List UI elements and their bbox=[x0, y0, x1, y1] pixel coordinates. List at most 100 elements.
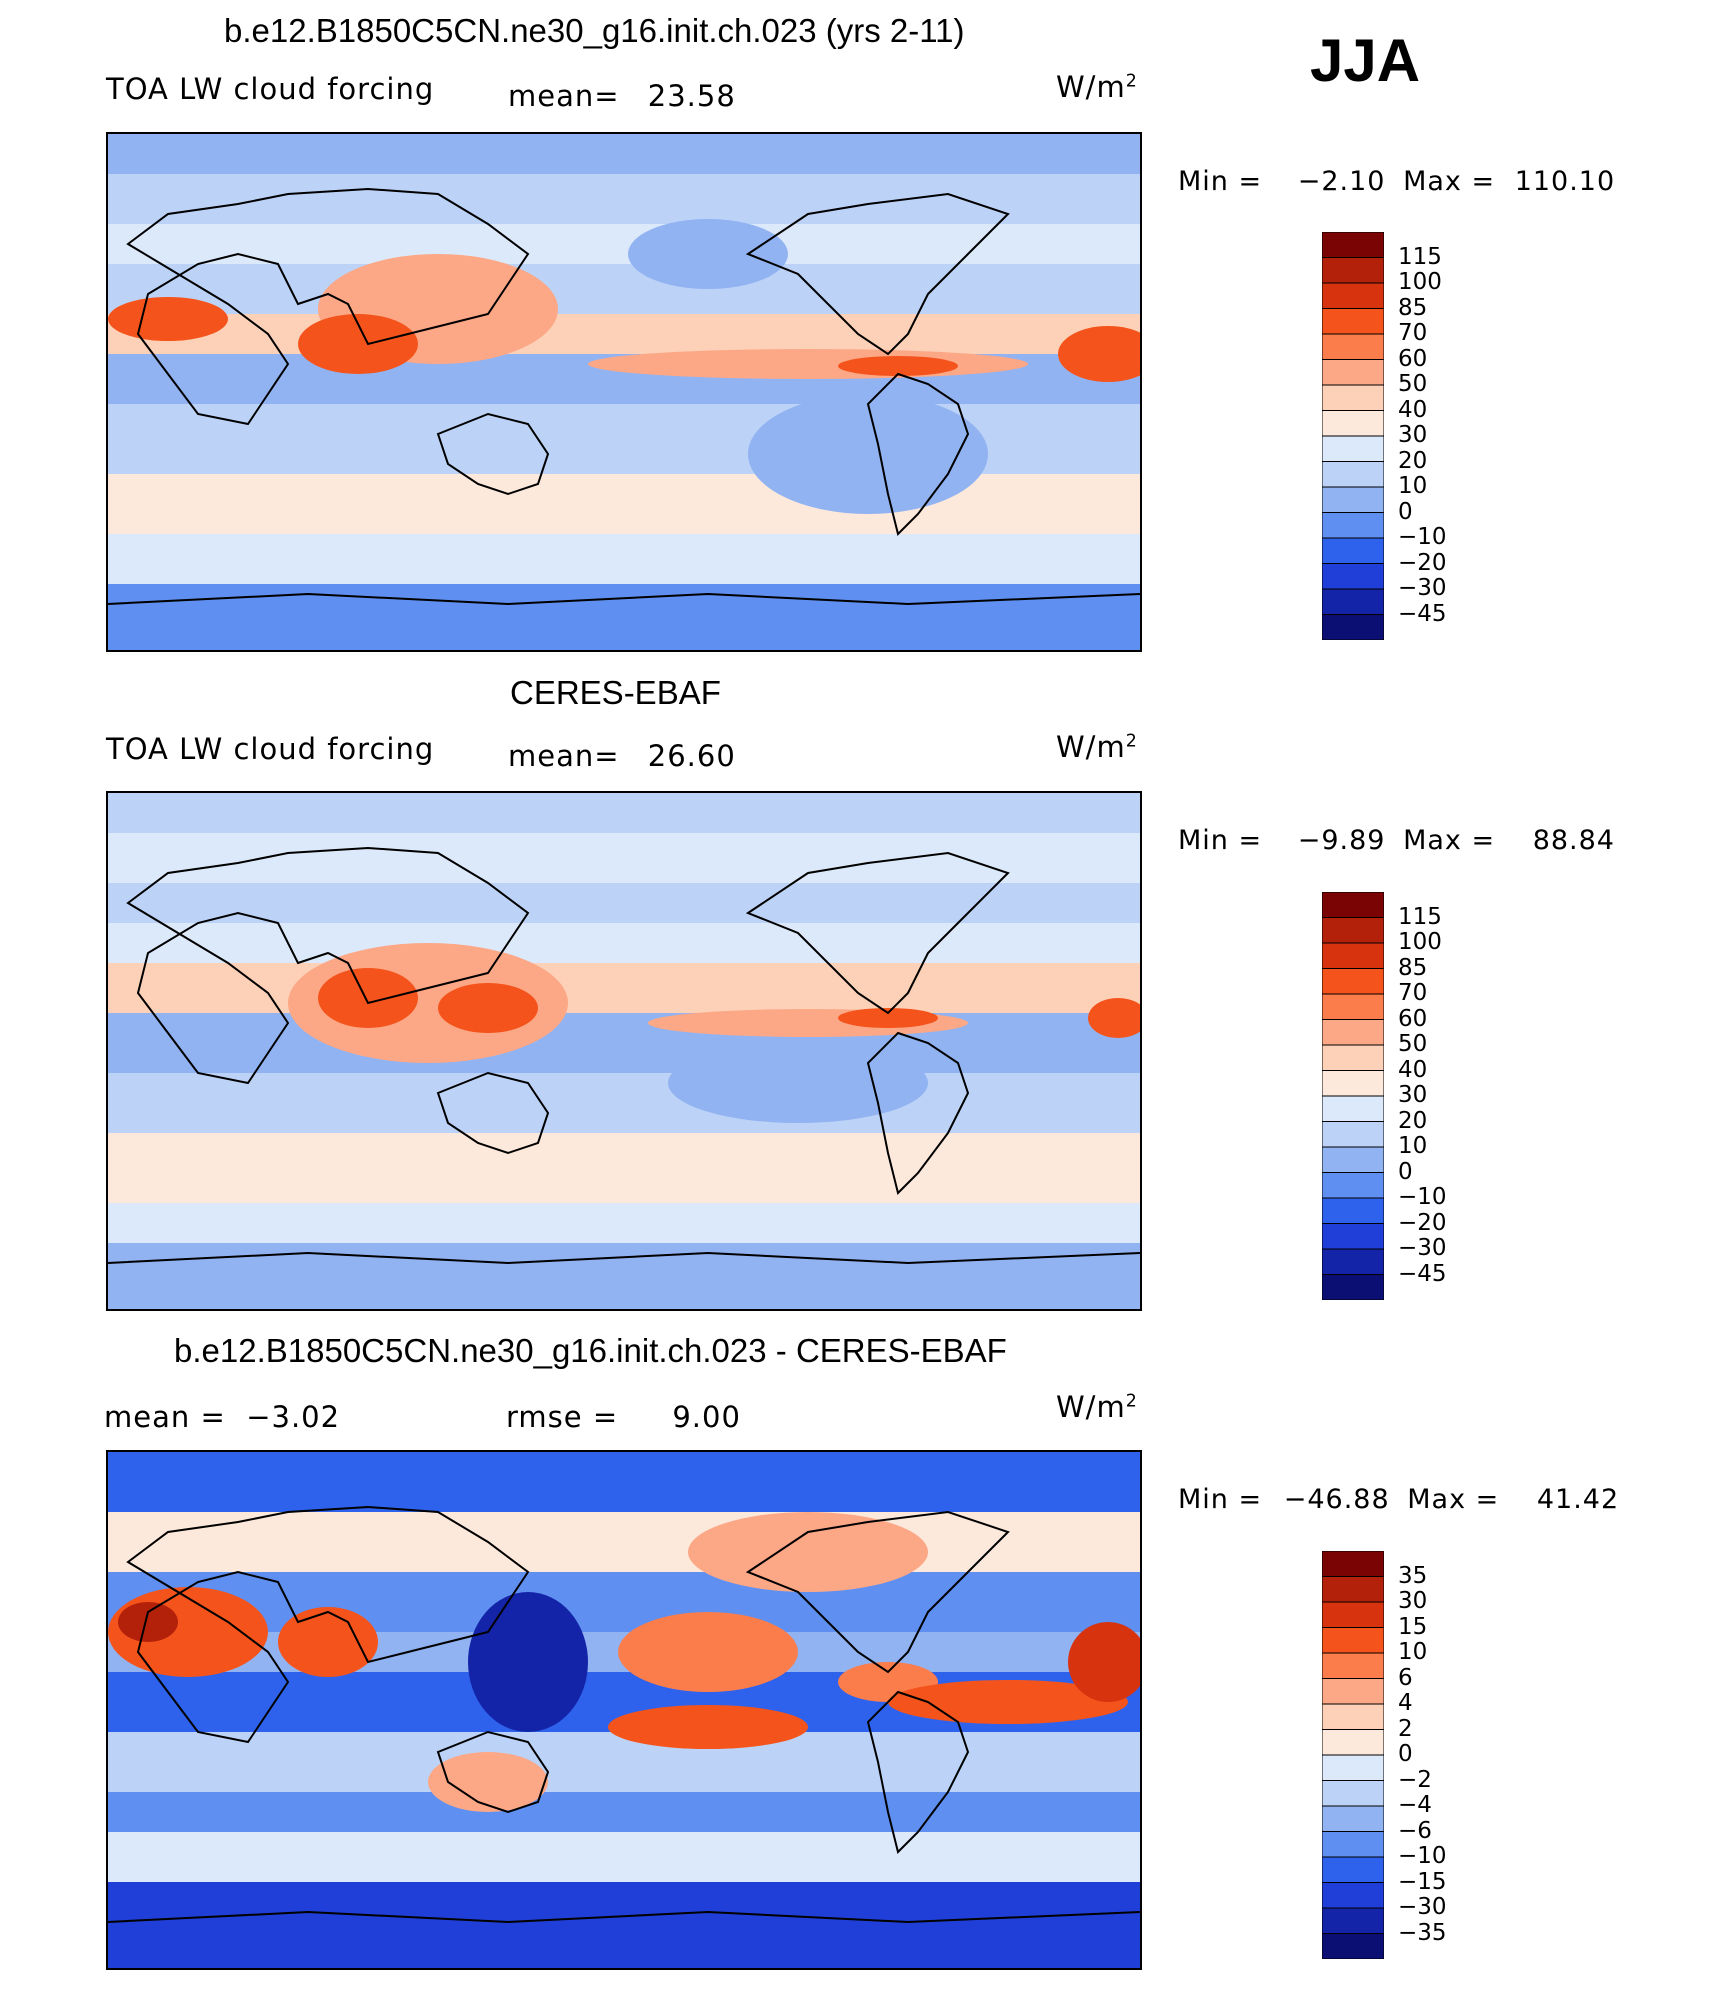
colorbar-swatch bbox=[1322, 1805, 1384, 1832]
panel-3-colorbar-swatches bbox=[1322, 1551, 1384, 1959]
panel-3-max-value: 41.42 bbox=[1536, 1484, 1620, 1515]
land-outline bbox=[108, 187, 1140, 606]
colorbar-swatch bbox=[1322, 1703, 1384, 1730]
colorbar-swatch bbox=[1322, 588, 1384, 615]
map-feature bbox=[468, 1592, 588, 1732]
map-feature bbox=[278, 1607, 378, 1677]
colorbar-tick-label: 10 bbox=[1398, 1133, 1428, 1159]
colorbar-swatch bbox=[1322, 993, 1384, 1020]
colorbar-tick-label: −45 bbox=[1398, 600, 1447, 627]
map-feature bbox=[628, 219, 788, 289]
map-band bbox=[108, 1792, 1140, 1832]
colorbar-swatch bbox=[1322, 1197, 1384, 1224]
colorbar-swatch bbox=[1322, 410, 1384, 437]
colorbar-swatch bbox=[1322, 1172, 1384, 1199]
colorbar-tick-label: 100 bbox=[1398, 929, 1442, 955]
colorbar-tick-label: 20 bbox=[1398, 1107, 1428, 1134]
map-band bbox=[108, 134, 1140, 174]
panel-1-variable-label: TOA LW cloud forcing bbox=[106, 72, 435, 106]
colorbar-tick-label: −4 bbox=[1398, 1792, 1432, 1818]
panel-2-colorbar-swatches bbox=[1322, 892, 1384, 1300]
map-feature bbox=[318, 968, 418, 1028]
colorbar-tick-label: 0 bbox=[1398, 498, 1413, 525]
colorbar-swatch bbox=[1322, 257, 1384, 284]
colorbar-swatch bbox=[1322, 563, 1384, 590]
map-feature bbox=[608, 1705, 808, 1749]
map-band bbox=[108, 1882, 1140, 1968]
colorbar-swatch bbox=[1322, 1223, 1384, 1250]
map-band bbox=[108, 793, 1140, 833]
panel-1-title: b.e12.B1850C5CN.ne30_g16.init.ch.023 (yr… bbox=[224, 12, 965, 49]
colorbar-swatch bbox=[1322, 1044, 1384, 1071]
colorbar-tick-label: −20 bbox=[1398, 1209, 1447, 1236]
colorbar-tick-label: 2 bbox=[1398, 1715, 1413, 1742]
colorbar-swatch bbox=[1322, 537, 1384, 564]
panel-2-map bbox=[106, 791, 1142, 1311]
panel-1-max-value: 110.10 bbox=[1514, 166, 1616, 197]
panel-1-map bbox=[106, 132, 1142, 652]
colorbar-swatch bbox=[1322, 968, 1384, 995]
panel-3-rmse-label: rmse = 9.00 bbox=[506, 1400, 741, 1434]
colorbar-swatch bbox=[1322, 308, 1384, 335]
colorbar-tick-label: −15 bbox=[1398, 1868, 1447, 1895]
panel-3-units: W/m2 bbox=[1056, 1390, 1138, 1424]
panel-3-rmse-value: 9.00 bbox=[672, 1400, 741, 1434]
panel-1-mean-label: mean= 23.58 bbox=[508, 79, 736, 113]
map-band bbox=[108, 314, 1140, 354]
panel-3-min-key: Min = bbox=[1178, 1484, 1263, 1515]
colorbar-tick-label: 6 bbox=[1398, 1664, 1413, 1691]
colorbar-tick-label: −45 bbox=[1398, 1260, 1447, 1287]
land-outline bbox=[108, 846, 1140, 1265]
colorbar-tick-label: 4 bbox=[1398, 1690, 1413, 1716]
map-band bbox=[108, 224, 1140, 264]
colorbar-swatch bbox=[1322, 1754, 1384, 1781]
colorbar-swatch bbox=[1322, 1729, 1384, 1756]
colorbar-swatch bbox=[1322, 1780, 1384, 1807]
colorbar-tick-label: 60 bbox=[1398, 345, 1428, 372]
colorbar-swatch bbox=[1322, 1601, 1384, 1628]
colorbar-tick-label: −6 bbox=[1398, 1817, 1432, 1844]
colorbar-tick-label: 85 bbox=[1398, 294, 1428, 321]
colorbar-tick-label: −10 bbox=[1398, 1184, 1447, 1210]
colorbar-tick-label: 70 bbox=[1398, 980, 1428, 1006]
panel-1-minmax: Min = −2.10 Max = 110.10 bbox=[1178, 166, 1615, 197]
map-band bbox=[108, 923, 1140, 963]
colorbar-swatch bbox=[1322, 435, 1384, 462]
panel-3-map bbox=[106, 1450, 1142, 1970]
colorbar-swatch bbox=[1322, 1551, 1384, 1577]
map-feature bbox=[1058, 326, 1140, 382]
panel-2-units: W/m2 bbox=[1056, 730, 1138, 764]
season-label: JJA bbox=[1310, 27, 1421, 94]
panel-1-colorbar-swatches bbox=[1322, 232, 1384, 640]
panel-1-min-key: Min = bbox=[1178, 166, 1263, 197]
panel-1-mean-key: mean= bbox=[508, 79, 620, 113]
colorbar-swatch bbox=[1322, 1095, 1384, 1122]
colorbar-tick-label: 10 bbox=[1398, 473, 1428, 499]
colorbar-swatch bbox=[1322, 1274, 1384, 1300]
colorbar-swatch bbox=[1322, 282, 1384, 309]
colorbar-tick-label: −30 bbox=[1398, 1235, 1447, 1261]
colorbar-tick-label: −20 bbox=[1398, 549, 1447, 576]
map-band bbox=[108, 833, 1140, 883]
colorbar-tick-label: 30 bbox=[1398, 422, 1428, 448]
colorbar-swatch bbox=[1322, 1933, 1384, 1959]
colorbar-tick-label: 50 bbox=[1398, 371, 1428, 397]
colorbar-tick-label: 70 bbox=[1398, 320, 1428, 346]
map-band bbox=[108, 1512, 1140, 1572]
panel-2-title: CERES-EBAF bbox=[510, 674, 721, 711]
map-feature bbox=[428, 1752, 548, 1812]
map-band bbox=[108, 1013, 1140, 1073]
colorbar-tick-label: 60 bbox=[1398, 1005, 1428, 1032]
panel-1-units: W/m2 bbox=[1056, 70, 1138, 104]
colorbar-tick-label: −30 bbox=[1398, 575, 1447, 601]
colorbar-swatch bbox=[1322, 359, 1384, 386]
map-band bbox=[108, 1452, 1140, 1512]
colorbar-tick-label: 0 bbox=[1398, 1741, 1413, 1767]
panel-2-colorbar bbox=[1322, 892, 1384, 1300]
colorbar-tick-label: −2 bbox=[1398, 1766, 1432, 1793]
panel-1-max-key: Max = bbox=[1403, 166, 1496, 197]
panel-2-minmax: Min = −9.89 Max = 88.84 bbox=[1178, 825, 1615, 856]
map-feature bbox=[438, 983, 538, 1033]
map-band bbox=[108, 883, 1140, 923]
colorbar-swatch bbox=[1322, 1678, 1384, 1705]
